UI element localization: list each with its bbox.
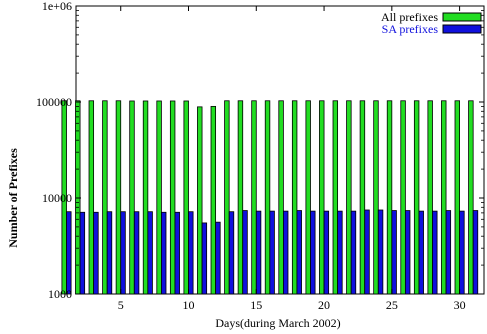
bar-all-prefixes	[454, 100, 460, 295]
bar-all-prefixes	[264, 100, 271, 295]
bar-all-prefixes	[278, 100, 284, 295]
bar-sa-prefixes	[133, 211, 140, 295]
x-tick-label: 15	[250, 298, 262, 312]
bar-sa-prefixes	[120, 211, 126, 295]
bar-sa-prefixes	[174, 211, 180, 295]
bar-all-prefixes	[359, 100, 366, 295]
bar-all-prefixes	[305, 100, 311, 295]
x-tick-label: 5	[118, 298, 124, 312]
bar-sa-prefixes	[93, 211, 99, 295]
bar-all-prefixes	[169, 100, 176, 295]
bar-sa-prefixes	[364, 209, 370, 295]
bar-sa-prefixes	[404, 210, 411, 295]
bar-sa-prefixes	[79, 211, 86, 295]
bar-all-prefixes	[441, 100, 447, 295]
bar-sa-prefixes	[310, 210, 316, 295]
bar-sa-prefixes	[66, 211, 72, 295]
bar-sa-prefixes	[188, 211, 194, 295]
bar-sa-prefixes	[377, 209, 384, 295]
bar-all-prefixes	[210, 105, 217, 295]
x-tick-label: 10	[183, 298, 195, 312]
bar-sa-prefixes	[106, 211, 113, 295]
bar-all-prefixes	[88, 100, 95, 295]
y-tick-label: 1000	[48, 287, 72, 301]
bar-all-prefixes	[129, 100, 135, 295]
bar-all-prefixes	[319, 100, 325, 295]
bar-all-prefixes	[61, 100, 67, 295]
legend-swatch-sa-prefixes	[442, 24, 482, 34]
bar-all-prefixes	[115, 100, 122, 295]
bar-all-prefixes	[427, 100, 433, 295]
bar-all-prefixes	[346, 100, 352, 295]
y-tick-label: 100000	[36, 95, 72, 109]
bar-all-prefixes	[373, 100, 379, 295]
bar-sa-prefixes	[201, 222, 208, 295]
bar-all-prefixes	[102, 100, 108, 295]
bar-all-prefixes	[251, 100, 257, 295]
legend-swatch-all-prefixes	[442, 12, 482, 22]
bar-sa-prefixes	[350, 210, 357, 295]
legend-label: SA prefixes	[382, 22, 439, 36]
bar-all-prefixes	[224, 100, 230, 295]
x-tick-label: 20	[318, 298, 330, 312]
bar-sa-prefixes	[215, 221, 221, 295]
bar-sa-prefixes	[445, 210, 452, 295]
bar-all-prefixes	[413, 100, 420, 295]
bar-sa-prefixes	[432, 210, 438, 295]
bar-all-prefixes	[468, 100, 474, 295]
bar-sa-prefixes	[269, 210, 275, 295]
y-axis-title: Number of Prefixes	[6, 148, 20, 248]
bar-all-prefixes	[291, 100, 298, 295]
bar-all-prefixes	[237, 100, 244, 295]
bar-sa-prefixes	[459, 210, 465, 295]
bars-group	[61, 100, 479, 295]
bar-sa-prefixes	[418, 210, 424, 295]
bar-sa-prefixes	[228, 211, 235, 295]
bar-all-prefixes	[332, 100, 339, 295]
y-tick-label: 10000	[42, 191, 72, 205]
x-tick-label: 25	[386, 298, 398, 312]
x-tick-label: 30	[454, 298, 466, 312]
bar-all-prefixes	[386, 100, 393, 295]
bar-sa-prefixes	[391, 210, 397, 295]
labels-group: 1000 10000 100000 1e+06 5 10 15 20 25 30	[36, 0, 466, 312]
bar-sa-prefixes	[147, 211, 153, 295]
bar-sa-prefixes	[255, 210, 262, 295]
legend-label: All prefixes	[381, 10, 438, 24]
bar-all-prefixes	[142, 100, 149, 295]
bar-sa-prefixes	[296, 210, 302, 295]
bar-sa-prefixes	[337, 210, 343, 295]
bar-sa-prefixes	[282, 210, 289, 295]
bar-sa-prefixes	[242, 210, 248, 295]
bar-sa-prefixes	[160, 211, 167, 295]
bar-sa-prefixes	[472, 210, 479, 295]
bar-all-prefixes	[400, 100, 406, 295]
bar-all-prefixes	[156, 100, 162, 295]
bar-all-prefixes	[197, 106, 203, 295]
bar-all-prefixes	[183, 100, 189, 295]
y-tick-label: 1e+06	[42, 0, 72, 13]
ticks-group	[76, 5, 484, 295]
x-axis-title: Days(during March 2002)	[215, 316, 340, 330]
bar-sa-prefixes	[323, 210, 330, 295]
